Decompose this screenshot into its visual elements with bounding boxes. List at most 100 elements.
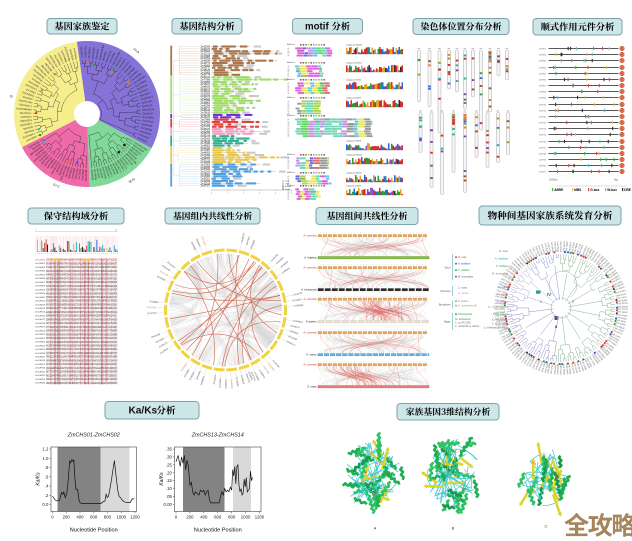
svg-text:CHS 13986: CHS 13986 [581,360,587,371]
svg-text:CHS 85264: CHS 85264 [582,245,588,256]
svg-text:NGRGGYYQYNCYIQAAQHYNETITQFIRIY: NGRGGYYQYNCYIQAAQHYNETITQFIRIYWIHGVGMYDD… [46,377,117,381]
svg-text:CHS 48131: CHS 48131 [495,296,507,300]
svg-text:PpCHS29.1: PpCHS29.1 [84,46,86,59]
svg-text:g5: g5 [288,76,290,78]
svg-text:ZmCHS22: ZmCHS22 [35,338,46,340]
svg-text:AtCHS27a: AtCHS27a [115,56,124,68]
svg-text:Zm40957: Zm40957 [267,363,275,372]
svg-text:ZmP20: ZmP20 [539,166,547,168]
svg-text:Motif loca: Motif loca [287,78,295,81]
svg-text:g1: g1 [288,158,290,160]
svg-text:Zm80103: Zm80103 [201,91,211,93]
svg-text:Zm18493: Zm18493 [160,348,169,355]
svg-text:7: 7 [198,262,200,264]
svg-text:ABRE: ABRE [554,188,563,192]
svg-text:TaCHS10.1: TaCHS10.1 [20,113,33,115]
svg-text:Zm91753: Zm91753 [201,160,211,162]
svg-text:OsCHS29: OsCHS29 [36,148,46,157]
svg-text:Zm73808: Zm73808 [201,56,211,58]
svg-text:VvCHS02a: VvCHS02a [32,74,43,83]
svg-text:0bp: 0bp [614,179,619,182]
svg-text:Zm50613: Zm50613 [201,98,211,100]
svg-text:Z. mays: Z. mays [457,286,468,290]
svg-text:Zm89519: Zm89519 [242,232,246,242]
svg-text:g4: g4 [288,183,290,185]
svg-text:PpCHS13a: PpCHS13a [106,50,112,62]
svg-text:CHS 68391: CHS 68391 [510,343,520,352]
svg-text:MMQVNMSDVIDSKFIINSYFGPESNIELDY: MMQVNMSDVIDSKFIINSYFGPESNIELDYPAGTDERKEY… [46,291,117,295]
svg-text:CHS 27103: CHS 27103 [617,309,629,311]
svg-text:CHS 69014: CHS 69014 [499,281,510,287]
svg-text:Zm82098: Zm82098 [230,379,233,389]
svg-text:CHS 04093: CHS 04093 [550,242,554,254]
svg-text:CHS 70956: CHS 70956 [526,250,534,261]
svg-text:Zm30561: Zm30561 [253,372,259,382]
svg-text:chr: chr [486,109,489,112]
svg-text:9: 9 [181,341,183,343]
svg-text:EHIQECKMVCREYIRSVLCNSSMCSKWLTR: EHIQECKMVCREYIRSVLCNSSMCSKWLTRPPYLVKYEQC… [46,310,117,314]
svg-text:SbCHS17: SbCHS17 [56,162,63,173]
svg-text:g2: g2 [288,160,290,162]
svg-text:ZmCHS27: ZmCHS27 [22,97,34,102]
svg-text:I: I [572,299,573,304]
svg-text:g5: g5 [288,111,290,113]
svg-text:CHS 24427: CHS 24427 [610,333,621,340]
svg-text:CHS 37147: CHS 37147 [495,314,507,317]
svg-text:AtCHS13-like: AtCHS13-like [19,99,34,105]
svg-text:VYERGGTIQYYSFEKEAYNYCYFFETKHEG: VYERGGTIQYYSFEKEAYNYCYFFETKHEGPWIMVKEHHI… [46,265,117,269]
svg-text:CHS 41817: CHS 41817 [495,317,507,321]
svg-text:MtCHS03.1: MtCHS03.1 [41,154,52,165]
svg-text:CHS 31408: CHS 31408 [537,245,543,257]
svg-text:seqlogo plot Motif8: seqlogo plot Motif8 [346,140,361,143]
svg-text:Zm54970: Zm54970 [201,96,211,98]
svg-text:.4: .4 [45,484,49,489]
svg-text:Zm34099: Zm34099 [201,162,211,164]
svg-text:Algae: Algae [444,320,451,324]
svg-text:MtCHS08: MtCHS08 [44,63,53,73]
svg-text:WICQENHKTPPHGLSKFLYVVAMNVNQGYV: WICQENHKTPPHGLSKFLYVVAMNVNQGYVDVDRHQHWRN… [46,373,117,377]
svg-text:3: 3 [172,298,174,299]
svg-text:IV-B: IV-B [127,177,135,184]
svg-text:CHS 57980: CHS 57980 [603,344,613,353]
svg-text:-2000bp: -2000bp [549,179,558,182]
svg-text:Zm68893: Zm68893 [201,376,206,386]
svg-text:CHS 81306: CHS 81306 [511,262,521,271]
svg-text:CHS 53445: CHS 53445 [591,354,599,365]
svg-text:Zm71387: Zm71387 [201,150,211,152]
svg-text:Zm41802: Zm41802 [155,338,165,344]
svg-text:TaCHS12b: TaCHS12b [137,84,149,91]
svg-text:Zm17719: Zm17719 [159,271,169,278]
svg-text:CHS 75214: CHS 75214 [594,253,602,264]
svg-text:9: 9 [274,331,276,333]
svg-text:MVTNLDTENTISQNHEEENWAQQACCYEAK: MVTNLDTENTISQNHEEENWAQQACCYEAKTNSGTNIKWN… [46,302,117,306]
svg-text:B: B [9,95,14,99]
svg-text:SbCHS04.1: SbCHS04.1 [20,123,33,127]
svg-text:Zm64653: Zm64653 [201,153,211,155]
svg-text:ZmP09: ZmP09 [539,98,547,100]
svg-text:CHS 90348: CHS 90348 [508,341,518,350]
svg-text:ZmCHS03: ZmCHS03 [35,267,46,269]
svg-text:g7: g7 [288,133,290,135]
svg-text:2: 2 [252,262,254,264]
svg-text:Zm57620: Zm57620 [201,169,211,171]
svg-text:.15: .15 [166,478,173,483]
svg-text:QNIQAERPNALEDIHIYSQNTDLYCGGNTK: QNIQAERPNALEDIHIYSQNTDLYCGGNTKKCGAMMLYPK… [46,366,117,370]
svg-text:GmCHS04: GmCHS04 [127,151,137,161]
svg-text:CHS 78819: CHS 78819 [497,324,509,329]
svg-text:VvCHS17.1: VvCHS17.1 [57,53,64,65]
svg-text:CHS 88702: CHS 88702 [601,346,611,355]
svg-text:C. sp. RCC299,: C. sp. RCC299, [455,323,471,325]
svg-text:GmCHS16: GmCHS16 [109,164,116,176]
svg-text:800: 800 [228,515,236,520]
svg-text:Chlorophyta: Chlorophyta [458,312,473,316]
svg-text:GmCHS08b: GmCHS08b [60,51,67,64]
svg-text:M. truncatula: M. truncatula [492,272,509,276]
svg-text:A. thaliana: A. thaliana [494,257,509,261]
svg-text:PpCHS18-like: PpCHS18-like [113,51,122,65]
svg-text:ZmCHS32: ZmCHS32 [35,375,46,377]
svg-text:ZmP05: ZmP05 [539,74,547,76]
svg-text:chr: chr [475,109,478,112]
svg-text:ZmP19: ZmP19 [539,160,547,162]
svg-text:ZmCHS07: ZmCHS07 [142,113,154,115]
svg-text:chr: chr [419,109,422,112]
